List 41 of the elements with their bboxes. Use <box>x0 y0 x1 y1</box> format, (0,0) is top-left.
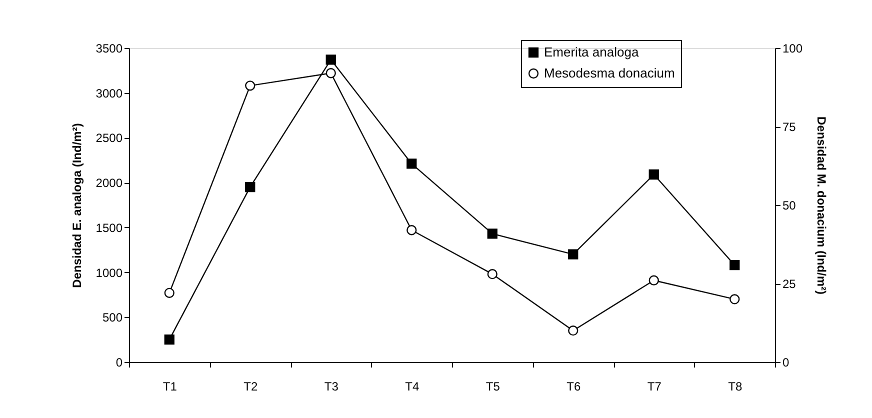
y2-tick-label: 100 <box>782 42 803 56</box>
y-tick-label: 0 <box>116 356 123 370</box>
y2-tick-label: 25 <box>782 277 796 291</box>
point <box>568 249 578 260</box>
point <box>568 326 578 336</box>
legend-label: Emerita analoga <box>544 44 640 60</box>
point <box>326 68 336 78</box>
point <box>326 54 336 65</box>
x-tick-label: T2 <box>244 380 258 394</box>
point <box>648 169 659 180</box>
y-tick-label: 1500 <box>96 220 123 235</box>
y2-tick-label: 50 <box>782 198 796 212</box>
x-tick-label: T7 <box>647 380 662 394</box>
x-tick-label: T8 <box>728 380 742 394</box>
y-tick-label: 1000 <box>96 266 123 280</box>
point <box>164 334 174 345</box>
point <box>406 158 417 169</box>
point <box>487 228 498 239</box>
y-tick-label: 3500 <box>96 42 123 56</box>
y-tick-label: 2500 <box>96 131 123 146</box>
legend-label: Mesodesma donacium <box>544 66 675 80</box>
point <box>487 269 498 280</box>
x-tick-label: T1 <box>162 380 178 394</box>
y2-axis-title: Densidad M. donacium (Ind/m²) <box>814 116 829 295</box>
x-tick-label: T5 <box>486 380 500 394</box>
x-tick-label: T3 <box>324 380 339 394</box>
y-tick-label: 500 <box>102 310 123 325</box>
x-tick-label: T6 <box>566 380 581 394</box>
y2-tick-label: 75 <box>782 120 796 134</box>
y2-tick-label: 0 <box>782 356 790 370</box>
point <box>730 260 740 270</box>
point <box>245 80 256 91</box>
point <box>164 288 174 298</box>
y-tick-label: 2000 <box>96 176 123 190</box>
point <box>648 275 659 286</box>
point <box>406 225 417 236</box>
y-axis-title: Densidad E. analoga (Ind/m²) <box>70 123 84 288</box>
y-tick-label: 3000 <box>96 86 123 100</box>
x-tick-label: T4 <box>405 380 420 394</box>
point <box>730 294 740 304</box>
point <box>245 182 256 192</box>
